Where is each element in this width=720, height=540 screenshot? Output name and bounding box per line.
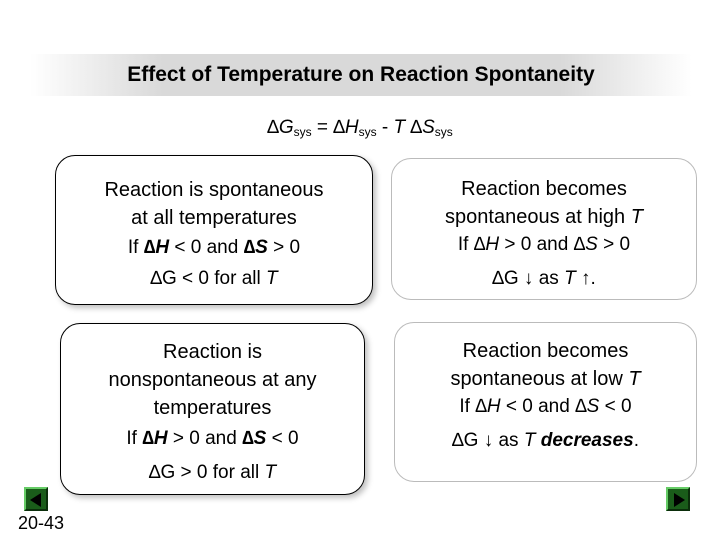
cond-delta-s: ∆S <box>242 428 267 449</box>
cond-if: If <box>126 428 143 449</box>
res-t: T <box>564 268 576 289</box>
res-decreases: decreases <box>535 430 634 451</box>
delta-symbol: ∆ <box>333 117 345 138</box>
triangle-left-icon <box>30 493 41 507</box>
delta-symbol: ∆ <box>267 117 279 138</box>
res-end: ↑. <box>575 268 596 289</box>
box-heading-line: temperatures <box>153 397 272 419</box>
res-delta-g: ∆G <box>492 268 519 289</box>
box-heading-line: at all temperatures <box>131 207 297 229</box>
box-result: ∆G < 0 for all T <box>56 264 372 294</box>
heading-text: spontaneous at low <box>450 368 629 390</box>
eq-minus: - <box>376 117 394 138</box>
res-t: T <box>264 462 277 483</box>
cond-mid: > 0 and <box>167 428 243 449</box>
box-spontaneous-all-temps: Reaction is spontaneous at all temperatu… <box>55 155 373 305</box>
box-condition: If ∆H > 0 and ∆S < 0 <box>61 422 364 456</box>
box-condition: If ∆H < 0 and ∆S > 0 <box>56 232 372 264</box>
res-t: T <box>523 430 536 451</box>
box-heading-line: Reaction is spontaneous <box>104 179 324 201</box>
eq-sub-sys: sys <box>293 125 312 139</box>
cond-if: If <box>127 237 144 258</box>
res-t: T <box>266 268 278 289</box>
box-heading-line: spontaneous at low T <box>395 365 696 393</box>
res-mid: < 0 for all <box>176 268 267 289</box>
box-heading-line: Reaction is <box>163 341 262 363</box>
heading-t: T <box>628 368 641 390</box>
eq-sub-sys: sys <box>434 125 453 139</box>
cond-if: If <box>459 396 476 417</box>
heading-text: spontaneous at high <box>445 206 631 228</box>
cond-delta-s: ∆S <box>243 237 268 258</box>
cond-mid: < 0 and <box>169 237 244 258</box>
cond-delta-h: ∆H <box>142 428 168 449</box>
cond-delta-s: ∆S <box>573 234 598 255</box>
cond-delta-h: ∆H <box>475 396 501 417</box>
cond-end: > 0 <box>267 237 301 258</box>
cond-end: < 0 <box>599 396 632 417</box>
cond-end: < 0 <box>266 428 299 449</box>
res-delta-g: ∆G <box>452 430 479 451</box>
res-delta-g: ∆G <box>148 462 176 483</box>
cond-mid: > 0 and <box>499 234 574 255</box>
slide-number: 20-43 <box>18 513 65 533</box>
res-arrow: ↓ as <box>518 268 565 289</box>
box-heading-line: Reaction becomes <box>462 340 629 362</box>
box-condition: If ∆H > 0 and ∆S > 0 <box>392 231 696 259</box>
eq-s: S <box>422 117 435 138</box>
res-arrow: ↓ as <box>478 430 524 451</box>
box-result: ∆G > 0 for all T <box>61 456 364 490</box>
delta-symbol: ∆ <box>405 117 423 138</box>
box-heading-line: nonspontaneous at any <box>108 369 317 391</box>
box-nonspontaneous: Reaction is nonspontaneous at any temper… <box>60 323 365 495</box>
cond-if: If <box>457 234 474 255</box>
cond-delta-h: ∆H <box>143 237 170 258</box>
slide-title: Effect of Temperature on Reaction Sponta… <box>127 63 595 86</box>
box-result: ∆G ↓ as T ↑. <box>392 259 696 299</box>
res-end: . <box>633 430 639 451</box>
prev-slide-button[interactable] <box>24 487 48 511</box>
title-bar: Effect of Temperature on Reaction Sponta… <box>30 54 692 96</box>
eq-h: H <box>344 117 359 138</box>
box-condition: If ∆H < 0 and ∆S < 0 <box>395 393 696 421</box>
cond-delta-h: ∆H <box>473 234 500 255</box>
res-mid: > 0 for all <box>175 462 265 483</box>
heading-t: T <box>630 206 643 228</box>
eq-sub-sys: sys <box>358 125 377 139</box>
cond-delta-s: ∆S <box>575 396 600 417</box>
cond-end: > 0 <box>597 234 631 255</box>
res-delta-g: ∆G <box>150 268 177 289</box>
triangle-right-icon <box>674 493 685 507</box>
box-spontaneous-high-t: Reaction becomes spontaneous at high T I… <box>391 158 697 300</box>
eq-t: T <box>393 117 406 138</box>
box-result: ∆G ↓ as T decreases. <box>395 421 696 461</box>
box-heading-line: Reaction becomes <box>461 178 627 200</box>
cond-mid: < 0 and <box>500 396 576 417</box>
box-heading-line: spontaneous at high T <box>392 203 696 231</box>
next-slide-button[interactable] <box>666 487 690 511</box>
gibbs-equation: ∆Gsys = ∆Hsys - T ∆Ssys <box>0 117 720 139</box>
eq-equals: = <box>311 117 334 138</box>
box-spontaneous-low-t: Reaction becomes spontaneous at low T If… <box>394 322 697 482</box>
eq-g: G <box>278 117 294 138</box>
